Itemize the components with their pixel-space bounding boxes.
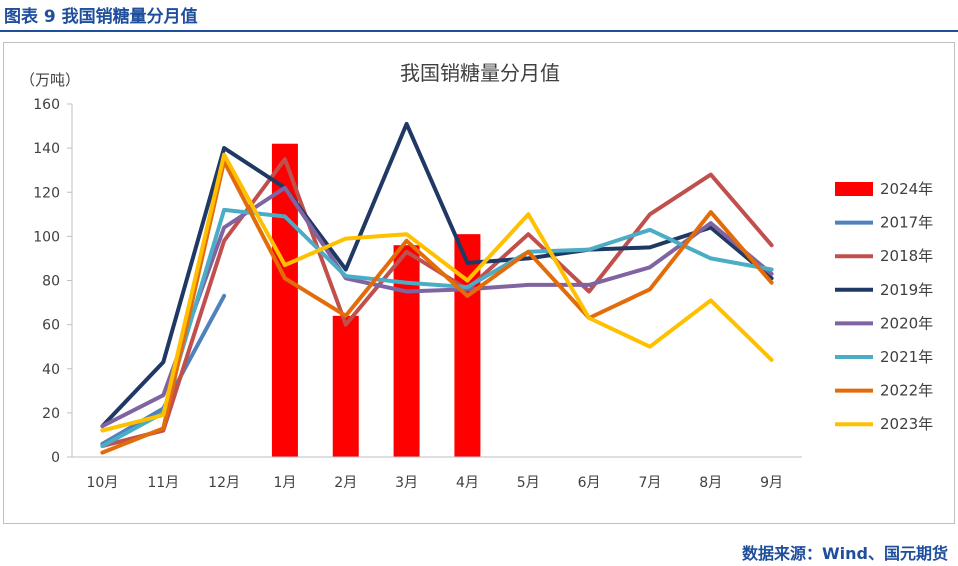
x-tick-label: 2月	[334, 475, 357, 491]
x-tick-label: 11月	[147, 475, 179, 491]
x-tick-label: 3月	[395, 475, 418, 491]
x-tick-label: 12月	[208, 475, 240, 491]
y-axis-ticks: 0 20 40 60 80 100 120 140 160	[33, 97, 72, 466]
legend-label: 2020年	[880, 314, 933, 332]
series-line-6	[100, 152, 774, 433]
legend-label: 2021年	[880, 348, 933, 366]
y-tick-label: 20	[42, 406, 60, 422]
x-tick-label: 10月	[87, 475, 119, 491]
y-tick-label: 60	[42, 318, 60, 334]
series-line-3	[100, 185, 774, 429]
y-tick-label: 140	[33, 141, 60, 157]
bar-2024-4	[271, 143, 298, 457]
legend-label: 2022年	[880, 382, 933, 400]
x-tick-label: 9月	[760, 475, 783, 491]
x-tick-label: 1月	[273, 475, 296, 491]
legend: 2024年 2017年 2018年 2019年 2020年 2021年 2022年 2023年	[835, 180, 933, 433]
bar-2024-7	[454, 234, 481, 457]
title-rule	[0, 30, 958, 32]
series-lines	[100, 121, 774, 455]
y-tick-label: 120	[33, 185, 60, 201]
y-tick-label: 80	[42, 274, 60, 290]
y-tick-label: 160	[33, 97, 60, 113]
y-tick-label: 40	[42, 362, 60, 378]
bar-2024-6	[393, 245, 420, 457]
legend-label: 2024年	[880, 180, 933, 198]
x-tick-label: 8月	[699, 475, 722, 491]
x-axis-ticks: 10月 11月 12月 1月 2月 3月 4月 5月 6月 7月 8月 9月	[87, 475, 784, 491]
x-tick-label: 5月	[517, 475, 540, 491]
x-tick-label: 6月	[578, 475, 601, 491]
chart-frame	[3, 42, 955, 524]
y-tick-label: 0	[51, 450, 60, 466]
legend-label: 2017年	[880, 214, 933, 232]
y-tick-label: 100	[33, 229, 60, 245]
legend-label: 2019年	[880, 281, 933, 299]
bar-2024-5	[332, 315, 359, 457]
y-axis-unit: （万吨）	[20, 71, 80, 89]
legend-label: 2018年	[880, 247, 933, 265]
x-tick-label: 4月	[456, 475, 479, 491]
legend-swatch-bar	[835, 182, 873, 196]
bars-2024	[271, 143, 481, 457]
series-line-4	[100, 207, 774, 448]
source-note: 数据来源：Wind、国元期货	[742, 544, 948, 563]
series-line-1	[100, 157, 774, 448]
series-line-2	[100, 121, 774, 429]
x-tick-label: 7月	[638, 475, 661, 491]
legend-label: 2023年	[880, 415, 933, 433]
figure-label: 图表 9 我国销糖量分月值	[4, 7, 198, 27]
chart-title: 我国销糖量分月值	[400, 61, 560, 85]
